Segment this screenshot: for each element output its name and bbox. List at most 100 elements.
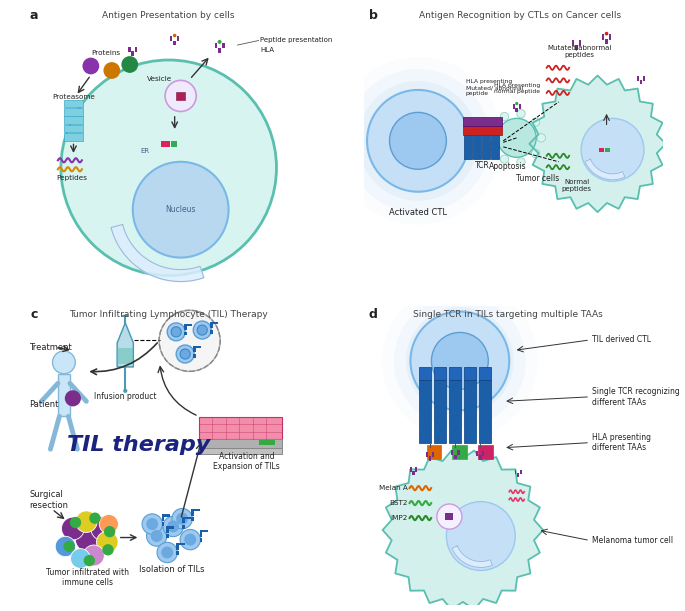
Circle shape	[490, 125, 498, 134]
Bar	[132, 51, 134, 56]
Circle shape	[102, 544, 114, 555]
Text: Apoptosis: Apoptosis	[489, 162, 527, 171]
Circle shape	[84, 555, 95, 566]
Bar	[214, 43, 217, 48]
Text: Proteasome: Proteasome	[52, 93, 95, 100]
Polygon shape	[383, 451, 543, 609]
Circle shape	[497, 119, 536, 157]
Text: Tumor infiltrated with
immune cells: Tumor infiltrated with immune cells	[47, 568, 129, 587]
Bar	[427, 445, 441, 459]
Bar	[171, 141, 177, 147]
Circle shape	[121, 56, 138, 73]
Bar	[199, 439, 282, 448]
Bar	[166, 526, 175, 529]
Circle shape	[172, 508, 192, 529]
Text: TIL derived CTL: TIL derived CTL	[592, 335, 651, 345]
Bar	[184, 324, 192, 326]
Bar	[514, 469, 516, 474]
Circle shape	[159, 310, 220, 371]
Circle shape	[394, 295, 525, 426]
Bar	[473, 136, 481, 159]
Bar	[454, 455, 457, 459]
Circle shape	[516, 109, 525, 118]
Bar	[135, 46, 137, 52]
Text: Mutated/abnormal
peptides: Mutated/abnormal peptides	[547, 45, 612, 57]
Bar	[415, 467, 417, 472]
Bar	[432, 452, 434, 457]
Text: BST2: BST2	[390, 500, 408, 506]
Bar	[463, 117, 502, 126]
Bar	[479, 380, 490, 442]
Bar	[575, 45, 578, 49]
Text: Vesicle: Vesicle	[147, 76, 173, 82]
Circle shape	[605, 32, 608, 35]
Bar	[476, 451, 478, 456]
Circle shape	[167, 521, 179, 532]
Bar	[210, 330, 213, 334]
Bar	[258, 440, 275, 445]
Bar	[184, 326, 187, 330]
Bar	[605, 39, 608, 43]
Bar	[193, 348, 196, 352]
Bar	[182, 516, 191, 519]
Circle shape	[358, 81, 478, 201]
Circle shape	[123, 389, 127, 393]
Text: Proteins: Proteins	[91, 49, 121, 56]
Bar	[451, 450, 453, 455]
Text: IMP2: IMP2	[390, 515, 408, 521]
Circle shape	[71, 549, 90, 568]
Text: HLA presenting
different TAAs: HLA presenting different TAAs	[592, 433, 651, 452]
Bar	[463, 126, 502, 136]
Bar	[449, 367, 461, 380]
Text: Single TCR recognizing
different TAAs: Single TCR recognizing different TAAs	[592, 387, 680, 406]
Circle shape	[176, 513, 188, 525]
Circle shape	[161, 546, 173, 558]
Circle shape	[142, 514, 162, 534]
Circle shape	[176, 345, 194, 363]
Circle shape	[500, 112, 509, 121]
Text: b: b	[369, 9, 377, 21]
Bar	[210, 324, 213, 328]
Bar	[222, 43, 225, 48]
Text: Nucleus: Nucleus	[165, 205, 196, 214]
Bar	[434, 380, 446, 442]
Circle shape	[165, 81, 196, 111]
Circle shape	[146, 518, 158, 530]
Circle shape	[180, 530, 201, 550]
Circle shape	[447, 502, 515, 571]
Circle shape	[180, 349, 190, 359]
Circle shape	[406, 307, 514, 415]
Bar	[479, 367, 490, 380]
Text: c: c	[30, 308, 38, 321]
Text: HLA presenting
normal peptide: HLA presenting normal peptide	[494, 83, 540, 94]
Bar	[64, 100, 84, 108]
Circle shape	[104, 526, 115, 537]
Bar	[419, 380, 431, 442]
Circle shape	[84, 545, 104, 566]
Bar	[609, 34, 611, 40]
Circle shape	[537, 134, 545, 142]
Text: Surgical
resection: Surgical resection	[29, 491, 68, 510]
Bar	[452, 445, 466, 459]
Text: Treatment: Treatment	[29, 343, 72, 352]
Bar	[177, 551, 179, 555]
Polygon shape	[530, 76, 666, 212]
Text: Isolation of TILs: Isolation of TILs	[139, 565, 204, 574]
Bar	[519, 104, 521, 109]
Bar	[419, 367, 431, 380]
Circle shape	[53, 351, 75, 374]
Circle shape	[197, 325, 208, 335]
Polygon shape	[585, 159, 625, 180]
Text: Antigen Presentation by cells: Antigen Presentation by cells	[103, 10, 235, 20]
Circle shape	[91, 516, 115, 541]
Text: Infusion product: Infusion product	[94, 392, 157, 401]
Text: Patient: Patient	[29, 400, 59, 409]
Circle shape	[437, 504, 462, 529]
Text: Tumor cells: Tumor cells	[516, 174, 560, 183]
Text: Single TCR in TILs targeting multiple TAAs: Single TCR in TILs targeting multiple TA…	[413, 310, 603, 319]
Bar	[199, 448, 282, 454]
Circle shape	[65, 390, 81, 406]
Circle shape	[173, 34, 177, 37]
Bar	[640, 80, 643, 84]
Circle shape	[453, 448, 457, 452]
